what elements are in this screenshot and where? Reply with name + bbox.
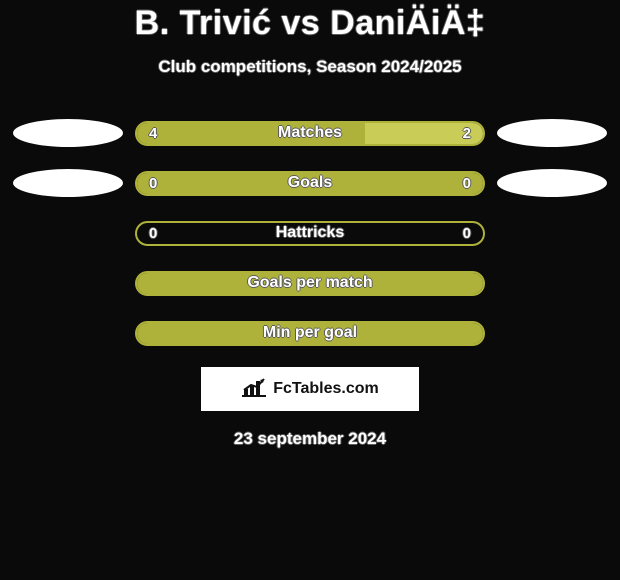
stat-value-left: 0 <box>149 223 157 244</box>
bar-fill-right <box>365 123 483 144</box>
bar-fill-left <box>137 123 365 144</box>
right-ellipse <box>497 169 607 197</box>
stat-bar: 00Goals <box>135 171 485 196</box>
stat-bar: Goals per match <box>135 271 485 296</box>
date-text: 23 september 2024 <box>234 429 386 449</box>
chart-icon <box>241 377 267 402</box>
bar-fill-left <box>137 273 483 294</box>
right-ellipse <box>497 119 607 147</box>
page-subtitle: Club competitions, Season 2024/2025 <box>158 57 461 77</box>
bar-fill-left <box>137 173 483 194</box>
stat-row: 00Goals <box>0 169 620 197</box>
fctables-badge: FcTables.com <box>201 367 419 411</box>
stat-row: Goals per match <box>0 269 620 297</box>
left-ellipse <box>13 119 123 147</box>
stat-bar: 42Matches <box>135 121 485 146</box>
stat-row: Min per goal <box>0 319 620 347</box>
bar-fill-left <box>137 323 483 344</box>
stat-value-right: 0 <box>463 223 471 244</box>
stat-row: 42Matches <box>0 119 620 147</box>
left-ellipse <box>13 169 123 197</box>
stat-rows: 42Matches 00Goals 0 0Hattricks Goals per mat… <box>0 119 620 347</box>
stat-label: Hattricks <box>137 223 483 244</box>
stat-row: 0 0Hattricks <box>0 219 620 247</box>
page-title: B. Trivić vs DaniÄiÄ‡ <box>135 4 486 43</box>
fctables-text: FcTables.com <box>273 380 379 398</box>
stat-bar: Min per goal <box>135 321 485 346</box>
stat-bar: 0 0Hattricks <box>135 221 485 246</box>
